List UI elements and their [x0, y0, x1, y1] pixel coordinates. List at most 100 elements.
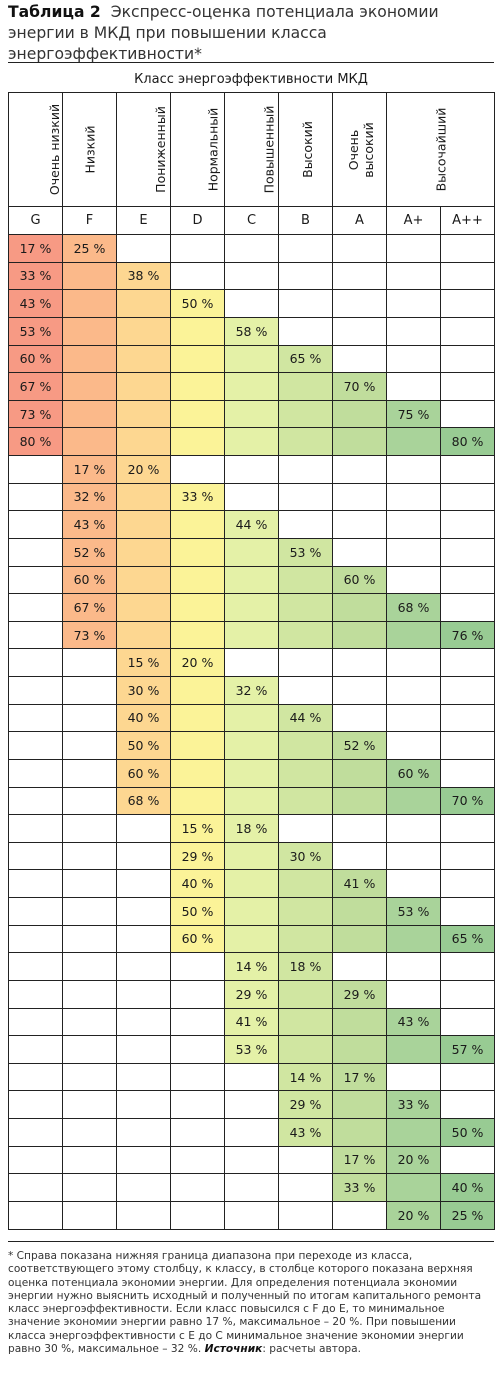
- table-cell: [8, 1090, 63, 1119]
- class-code: B: [278, 206, 333, 235]
- table-cell: [439, 1007, 496, 1037]
- table-cell: [62, 1200, 117, 1230]
- table-cell: [386, 344, 441, 374]
- table-cell: [278, 731, 333, 760]
- table-cell: [278, 289, 333, 318]
- table-cell: [116, 316, 171, 346]
- table-cell: [224, 372, 279, 401]
- table-cell: 20 %: [386, 1200, 441, 1230]
- table-cell: 40 %: [170, 869, 225, 898]
- table-cell: [332, 399, 387, 429]
- table-cell: [8, 758, 63, 788]
- table-cell: [278, 455, 333, 484]
- table-row: 29 % 33 %: [8, 1090, 496, 1119]
- table-cell: [386, 372, 441, 401]
- table-cell: [170, 620, 225, 650]
- table-cell: 25 %: [62, 234, 117, 263]
- table-cell: [8, 979, 63, 1009]
- table-cell: [332, 482, 387, 512]
- energy-savings-table: Очень низкий Низкий Пониженный Нормальный По…: [8, 92, 496, 1230]
- table-cell: [439, 316, 496, 346]
- table-cell: [170, 372, 225, 401]
- table-row: 43 % 50 %: [8, 289, 496, 318]
- table-cell: [386, 427, 441, 456]
- table-cell: [332, 814, 387, 843]
- table-cell: [278, 427, 333, 456]
- table-cell: 73 %: [62, 620, 117, 650]
- table-row: 80 % 80 %: [8, 427, 496, 456]
- table-row: 32 % 33 %: [8, 482, 496, 512]
- table-cell: [332, 841, 387, 871]
- table-row: 60 % 65 %: [8, 344, 496, 374]
- table-cell: [278, 510, 333, 539]
- table-cell: [8, 510, 63, 539]
- table-cell: [386, 703, 441, 733]
- table-cell: 44 %: [224, 510, 279, 539]
- table-cell: [116, 565, 171, 595]
- table-cell: [439, 731, 496, 760]
- table-cell: [386, 952, 441, 981]
- table-row: 60 % 60 %: [8, 565, 496, 595]
- class-names-row: Очень низкий Низкий Пониженный Нормальный По…: [8, 92, 496, 207]
- table-cell: 40 %: [116, 703, 171, 733]
- table-cell: [278, 261, 333, 291]
- table-number: Таблица 2: [8, 3, 101, 21]
- source-text: : расчеты автора.: [262, 1343, 362, 1356]
- table-cell: [386, 1035, 441, 1064]
- table-cell: [278, 372, 333, 401]
- table-row: 60 % 65 %: [8, 924, 496, 954]
- table-cell: [386, 731, 441, 760]
- table-cell: [8, 1007, 63, 1037]
- table-cell: [386, 620, 441, 650]
- table-cell: [278, 869, 333, 898]
- table-cell: 43 %: [386, 1007, 441, 1037]
- class-name-label: Повышенный: [261, 105, 277, 194]
- table-cell: 75 %: [386, 399, 441, 429]
- table-cell: [439, 648, 496, 677]
- table-cell: [224, 1173, 279, 1202]
- table-cell: [8, 814, 63, 843]
- table-row: 60 % 60 %: [8, 758, 496, 788]
- table-cell: [170, 344, 225, 374]
- table-row: 17 % 20 %: [8, 455, 496, 484]
- table-cell: [439, 455, 496, 484]
- table-cell: [332, 1090, 387, 1119]
- table-cell: [62, 372, 117, 401]
- table-cell: [170, 1118, 225, 1147]
- table-cell: 17 %: [332, 1062, 387, 1092]
- table-row: 53 % 58 %: [8, 316, 496, 346]
- table-cell: 41 %: [332, 869, 387, 898]
- class-name-label: Пониженный: [152, 106, 168, 193]
- table-cell: [386, 482, 441, 512]
- table-cell: [8, 841, 63, 871]
- table-cell: [62, 897, 117, 926]
- table-cell: [224, 703, 279, 733]
- class-name-3: Нормальный: [170, 92, 225, 207]
- table-cell: [116, 897, 171, 926]
- table-row: 17 % 20 %: [8, 1145, 496, 1175]
- class-name-label: Очень высокий: [345, 121, 376, 178]
- table-cell: [386, 841, 441, 871]
- table-cell: [439, 814, 496, 843]
- table-row: 50 % 53 %: [8, 897, 496, 926]
- bottom-rule: [8, 1241, 494, 1242]
- top-rule: [8, 62, 494, 63]
- table-cell: [224, 565, 279, 595]
- table-cell: [170, 1090, 225, 1119]
- table-cell: [116, 537, 171, 567]
- table-cell: 65 %: [278, 344, 333, 374]
- table-cell: [170, 1062, 225, 1092]
- table-cell: 53 %: [8, 316, 63, 346]
- table-cell: [439, 1062, 496, 1092]
- table-cell: [170, 786, 225, 816]
- table-cell: [332, 510, 387, 539]
- table-cell: [116, 372, 171, 401]
- table-row: 33 % 40 %: [8, 1173, 496, 1202]
- table-cell: [386, 261, 441, 291]
- table-cell: [170, 399, 225, 429]
- table-cell: [116, 289, 171, 318]
- class-name-label: Нормальный: [205, 107, 221, 192]
- group-header: Класс энергоэффективности МКД: [134, 72, 368, 87]
- table-cell: [8, 455, 63, 484]
- table-cell: [332, 427, 387, 456]
